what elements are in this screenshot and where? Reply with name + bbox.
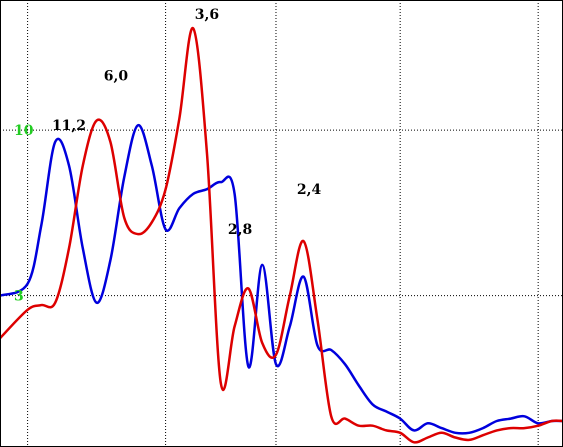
y-tick-label-1: 3	[14, 289, 24, 305]
y-tick-label-0: 10	[14, 123, 34, 139]
series-lines	[0, 27, 563, 444]
data-label-1: 6,0	[104, 68, 129, 84]
series-line-1	[0, 27, 563, 444]
data-label-3: 2,8	[228, 222, 252, 238]
data-label-4: 2,4	[297, 182, 322, 198]
series-line-0	[0, 124, 563, 435]
data-labels: 11,2 6,0 3,6 2,8 2,4	[52, 7, 322, 238]
data-label-2: 3,6	[195, 7, 219, 23]
data-label-0: 11,2	[52, 118, 86, 134]
y-tick-labels: 10 3	[14, 123, 34, 305]
